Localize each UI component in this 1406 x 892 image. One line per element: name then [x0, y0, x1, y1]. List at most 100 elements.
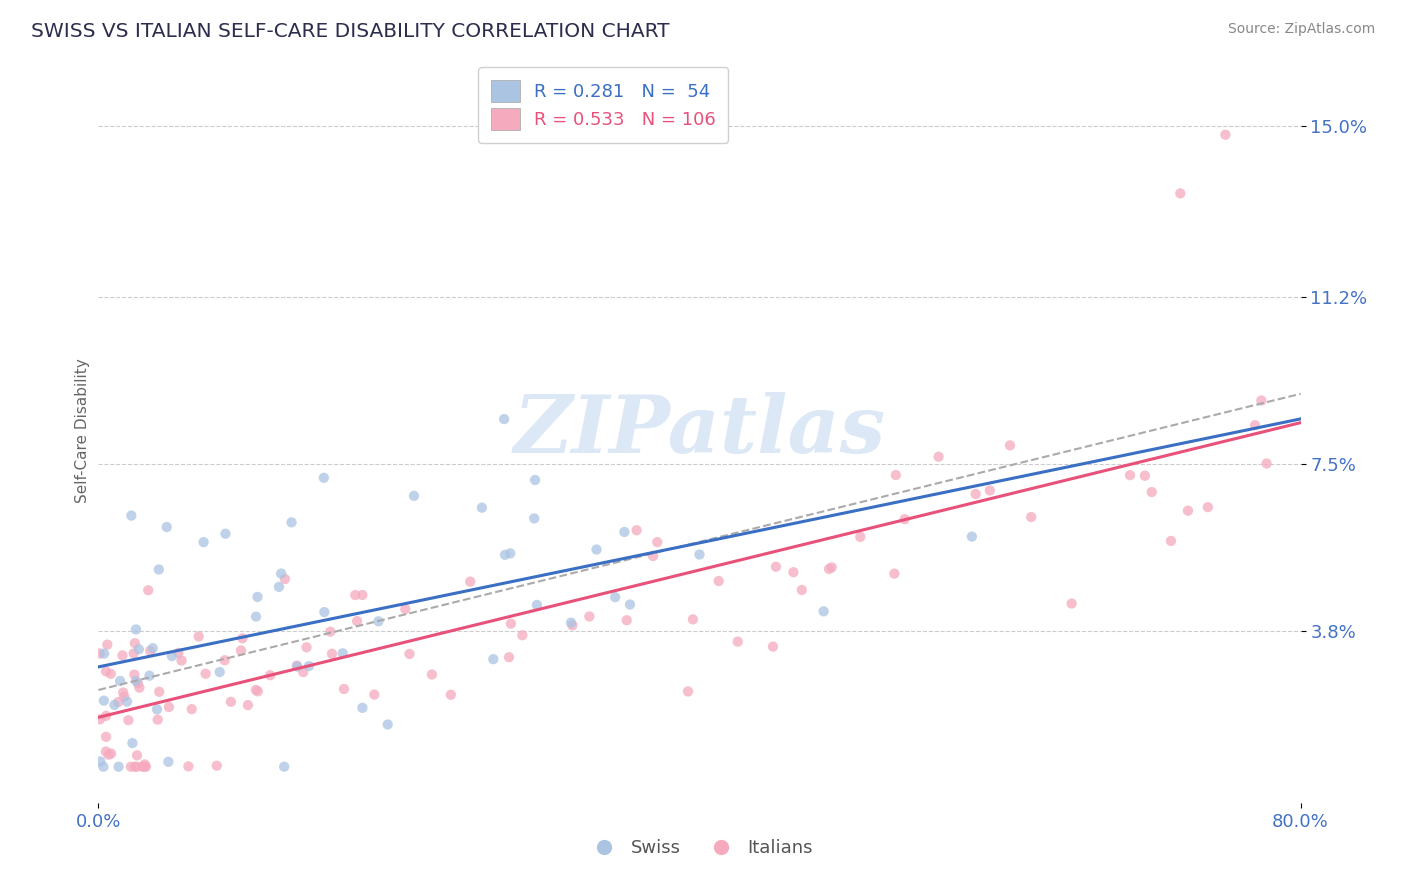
Point — [245, 609, 267, 624]
Point — [93, 647, 115, 661]
Point — [394, 602, 416, 616]
Point — [813, 604, 835, 618]
Point — [267, 580, 290, 594]
Point — [849, 530, 872, 544]
Point — [214, 526, 236, 541]
Point — [280, 516, 302, 530]
Point — [883, 566, 905, 581]
Point — [314, 605, 336, 619]
Point — [193, 535, 215, 549]
Point — [605, 590, 627, 604]
Point — [1244, 418, 1267, 433]
Point — [120, 508, 142, 523]
Point — [245, 683, 267, 698]
Point — [231, 632, 253, 646]
Point — [821, 560, 844, 574]
Point — [626, 523, 648, 537]
Point — [523, 511, 546, 525]
Point — [1256, 457, 1278, 471]
Point — [998, 438, 1021, 452]
Point — [246, 590, 269, 604]
Point — [100, 666, 122, 681]
Point — [332, 646, 354, 660]
Point — [960, 530, 983, 544]
Point — [319, 624, 342, 639]
Point — [585, 542, 607, 557]
Point — [205, 758, 228, 772]
Text: Source: ZipAtlas.com: Source: ZipAtlas.com — [1227, 22, 1375, 37]
Point — [402, 489, 425, 503]
Point — [398, 647, 420, 661]
Point — [688, 548, 710, 562]
Point — [142, 641, 165, 656]
Point — [94, 709, 117, 723]
Point — [131, 760, 153, 774]
Point — [124, 760, 146, 774]
Point — [134, 760, 156, 774]
Text: ZIPatlas: ZIPatlas — [513, 392, 886, 469]
Point — [128, 681, 150, 695]
Point — [363, 688, 385, 702]
Point — [100, 747, 122, 761]
Point — [676, 684, 699, 698]
Point — [125, 673, 148, 688]
Point — [180, 702, 202, 716]
Point — [208, 665, 231, 679]
Point — [136, 583, 159, 598]
Point — [1250, 393, 1272, 408]
Point — [482, 652, 505, 666]
Point — [312, 471, 335, 485]
Point — [499, 546, 522, 560]
Point — [1060, 597, 1083, 611]
Point — [1019, 510, 1042, 524]
Point — [112, 690, 135, 704]
Point — [682, 612, 704, 626]
Point — [148, 562, 170, 576]
Point — [89, 712, 111, 726]
Point — [148, 685, 170, 699]
Point — [157, 755, 180, 769]
Point — [494, 548, 516, 562]
Point — [120, 760, 142, 774]
Point — [112, 685, 135, 699]
Point — [125, 748, 148, 763]
Point — [979, 483, 1001, 498]
Point — [578, 609, 600, 624]
Point — [108, 673, 131, 688]
Point — [170, 654, 193, 668]
Point — [645, 535, 668, 549]
Point — [333, 681, 356, 696]
Point — [321, 647, 343, 661]
Point — [471, 500, 494, 515]
Point — [94, 730, 117, 744]
Point — [135, 760, 157, 774]
Point — [97, 747, 120, 762]
Point — [146, 713, 169, 727]
Point — [377, 717, 399, 731]
Point — [526, 598, 548, 612]
Point — [167, 646, 190, 660]
Point — [440, 688, 463, 702]
Point — [499, 616, 522, 631]
Point — [1177, 504, 1199, 518]
Point — [285, 659, 308, 673]
Point — [121, 736, 143, 750]
Point — [177, 759, 200, 773]
Point — [236, 698, 259, 712]
Point — [524, 473, 547, 487]
Point — [103, 698, 125, 712]
Point — [160, 648, 183, 663]
Point — [89, 647, 111, 661]
Point — [285, 658, 308, 673]
Point — [1160, 533, 1182, 548]
Point — [1197, 500, 1219, 515]
Point — [613, 524, 636, 539]
Y-axis label: Self-Care Disability: Self-Care Disability — [75, 358, 90, 503]
Point — [157, 700, 180, 714]
Point — [117, 713, 139, 727]
Point — [1140, 485, 1163, 500]
Point — [928, 450, 950, 464]
Point — [94, 665, 117, 679]
Point — [93, 760, 115, 774]
Point — [1133, 468, 1156, 483]
